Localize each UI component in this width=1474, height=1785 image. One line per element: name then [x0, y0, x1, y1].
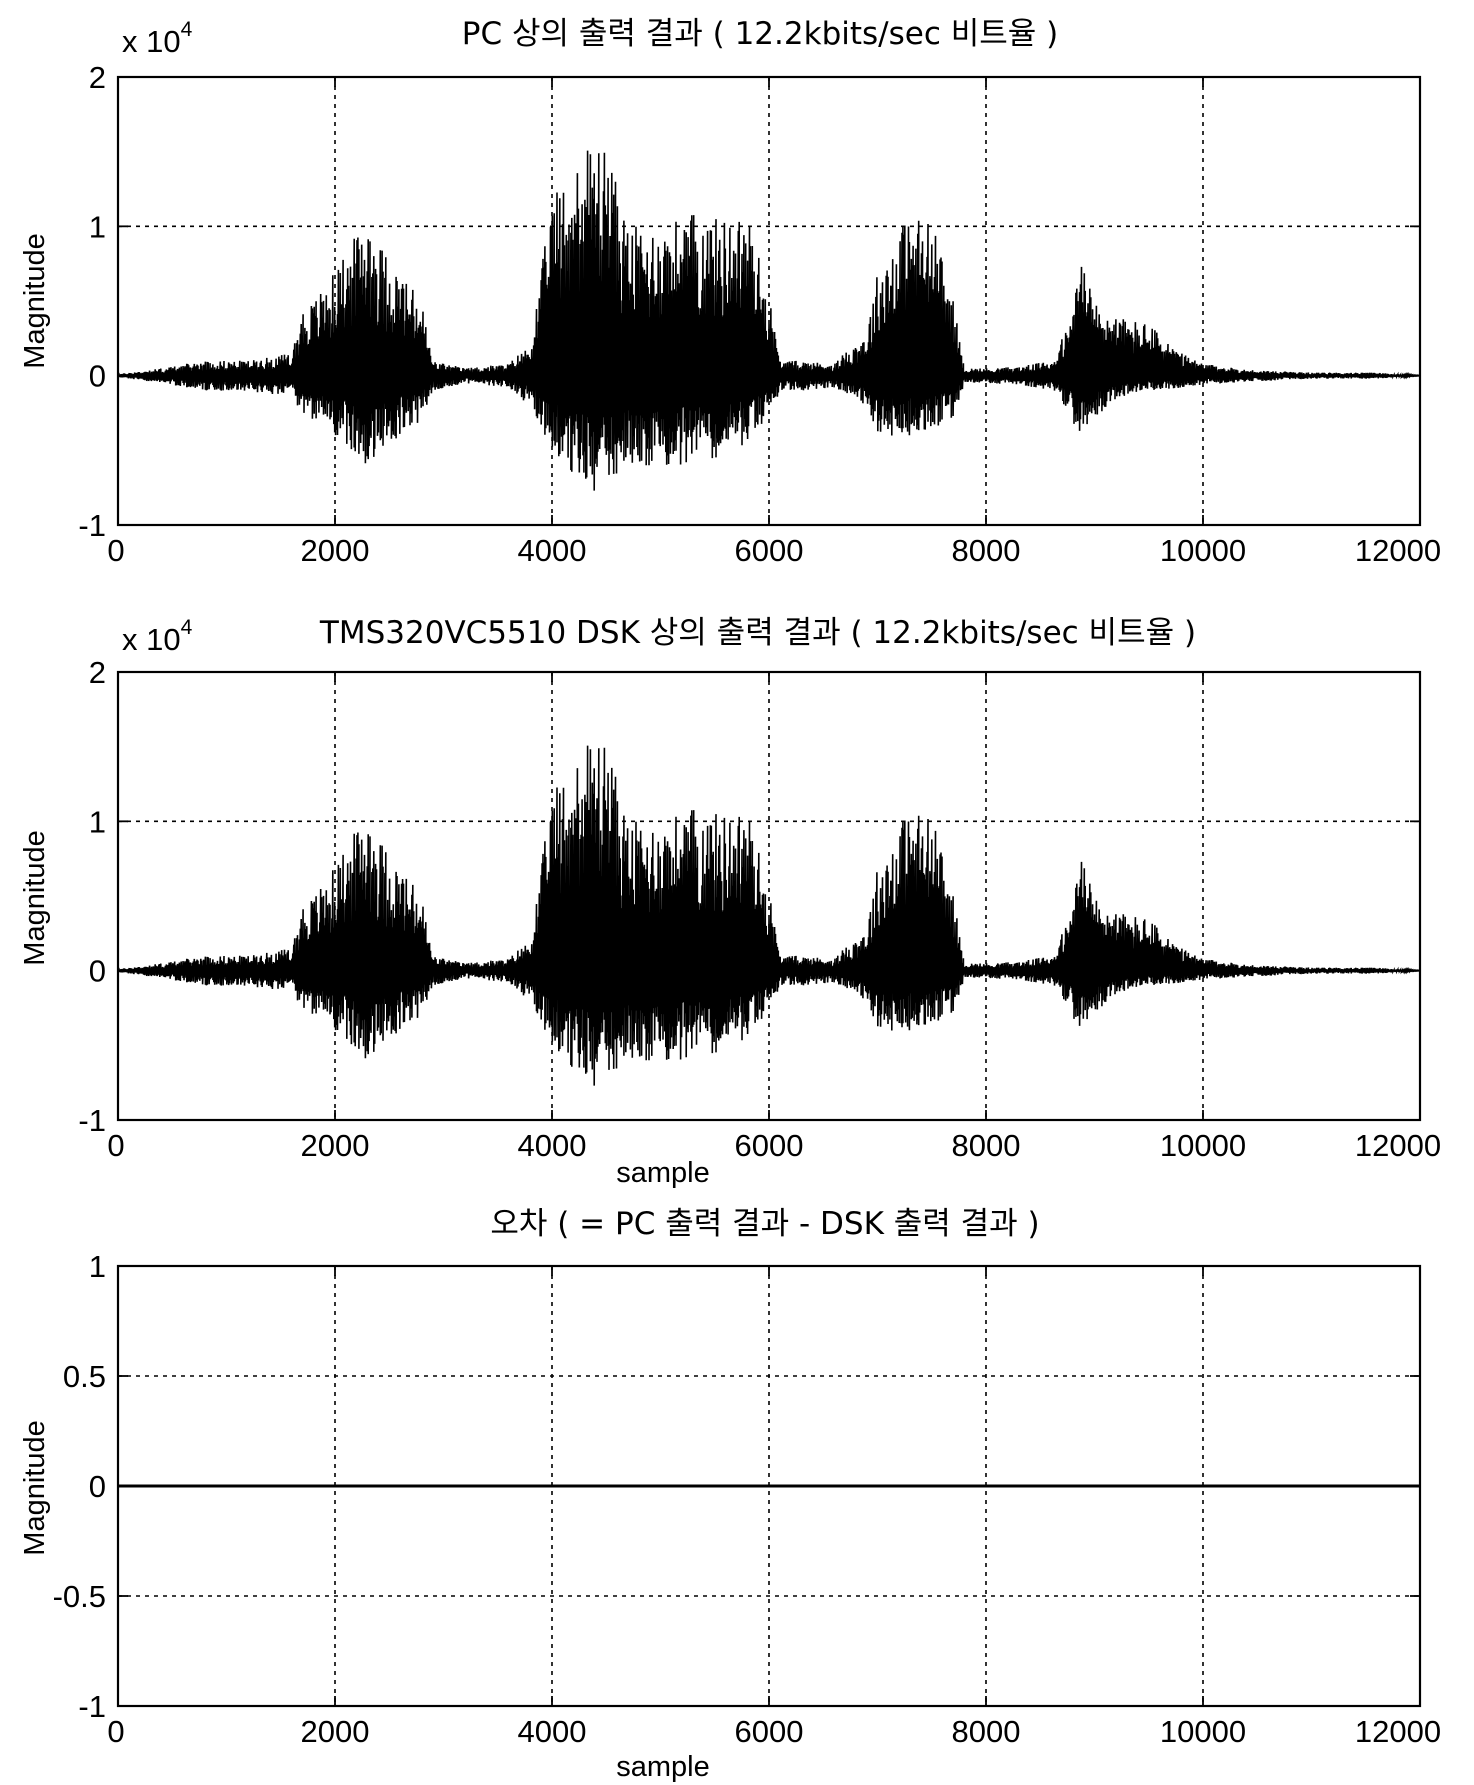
grid-lines	[118, 672, 1420, 1120]
y-tick-label: -1	[78, 508, 106, 543]
signal-path	[117, 150, 1420, 491]
y-tick-label: 0	[89, 954, 106, 989]
chart-title: 오차 ( = PC 출력 결과 - DSK 출력 결과 )	[490, 1206, 1039, 1242]
x-tick-label: 0	[107, 533, 124, 568]
y-tick-label: 0.5	[63, 1359, 106, 1394]
chart-panel-pc-output: PC 상의 출력 결과 ( 12.2kbits/sec 비트율 ) x 104 …	[19, 16, 1441, 568]
y-axis-label: Magnitude	[19, 1420, 51, 1555]
y-tick-label: -1	[78, 1103, 106, 1138]
y-tick-label: -1	[78, 1689, 106, 1724]
y-tick-label: -0.5	[53, 1579, 106, 1614]
chart-panel-dsk-output: TMS320VC5510 DSK 상의 출력 결과 ( 12.2kbits/se…	[19, 615, 1441, 1189]
axes-frame	[116, 1264, 1422, 1708]
y-tick-label: 1	[89, 1249, 106, 1284]
x-tick-label: 2000	[301, 1714, 370, 1749]
signal-waveform	[117, 745, 1420, 1086]
x-tick-label: 12000	[1355, 533, 1441, 568]
y-axis-label: Magnitude	[19, 830, 51, 965]
x-tick-label: 12000	[1355, 1128, 1441, 1163]
y-tick-label: 1	[89, 209, 106, 244]
x-tick-label: 12000	[1355, 1714, 1441, 1749]
axis-ticks: 0 2000 4000 6000 8000 10000 12000 -1 -0.5 0 0.5 1	[53, 1249, 1442, 1749]
chart-title: PC 상의 출력 결과 ( 12.2kbits/sec 비트율 )	[462, 16, 1058, 52]
x-tick-label: 10000	[1160, 1714, 1246, 1749]
y-tick-label: 0	[89, 1469, 106, 1504]
x-tick-label: 10000	[1160, 1128, 1246, 1163]
y-tick-label: 2	[89, 60, 106, 95]
axes-frame	[116, 670, 1422, 1122]
signal-waveform	[117, 150, 1420, 491]
y-tick-label: 0	[89, 359, 106, 394]
x-tick-label: 10000	[1160, 533, 1246, 568]
y-axis-label: Magnitude	[19, 233, 51, 368]
x-tick-label: 4000	[518, 1128, 587, 1163]
x-tick-label: 6000	[735, 1128, 804, 1163]
x-tick-label: 0	[107, 1714, 124, 1749]
x-tick-label: 6000	[735, 533, 804, 568]
x-tick-label: 4000	[518, 533, 587, 568]
y-tick-label: 1	[89, 804, 106, 839]
chart-title: TMS320VC5510 DSK 상의 출력 결과 ( 12.2kbits/se…	[319, 615, 1196, 651]
grid-lines	[118, 77, 1420, 525]
signal-path	[117, 745, 1420, 1086]
x-tick-label: 8000	[952, 1714, 1021, 1749]
x-tick-label: 8000	[952, 1128, 1021, 1163]
x-axis-label: sample	[616, 1157, 710, 1189]
x-tick-label: 2000	[301, 1128, 370, 1163]
y-multiplier: x 104	[122, 18, 193, 59]
axes-frame	[116, 75, 1422, 527]
chart-panel-error: 오차 ( = PC 출력 결과 - DSK 출력 결과 ) Magnitude …	[19, 1206, 1441, 1783]
x-tick-label: 2000	[301, 533, 370, 568]
x-tick-label: 6000	[735, 1714, 804, 1749]
y-multiplier: x 104	[122, 616, 193, 657]
x-tick-label: 4000	[518, 1714, 587, 1749]
x-tick-label: 0	[107, 1128, 124, 1163]
x-axis-label: sample	[616, 1751, 710, 1783]
x-tick-label: 8000	[952, 533, 1021, 568]
y-tick-label: 2	[89, 655, 106, 690]
